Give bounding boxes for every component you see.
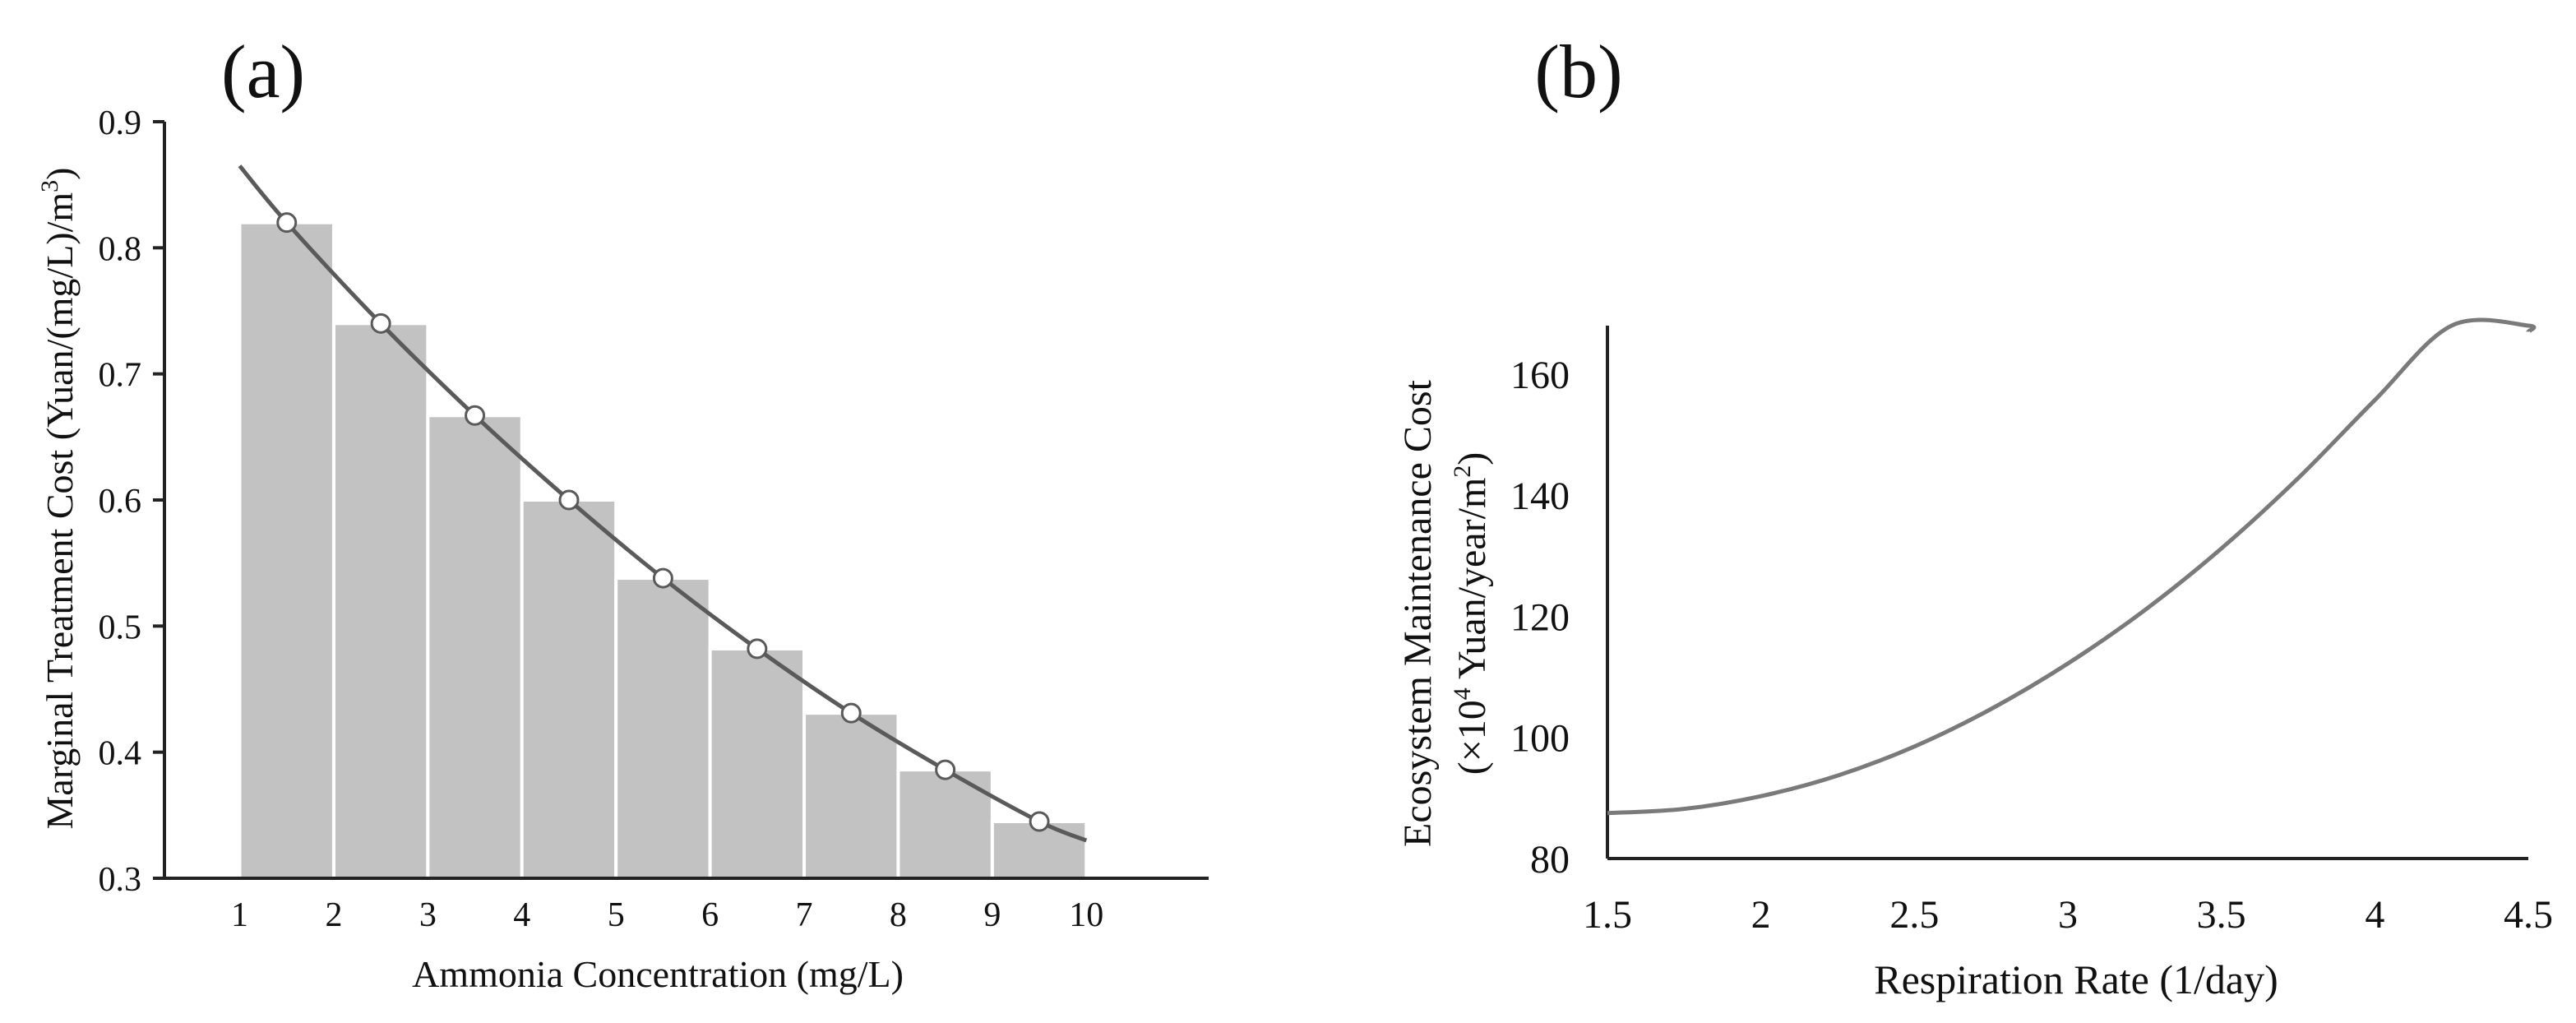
- bar-7: [802, 711, 900, 881]
- chart-b-axes: [1606, 326, 2528, 860]
- chart-b-y-axis-label-line1: Ecosystem Maintenance Cost: [1396, 379, 1440, 847]
- chart-b-y-ticks: 80 100 120 140 160: [1510, 354, 1570, 882]
- chart-a-panel-label: (a): [221, 30, 305, 113]
- chart-a-x-axis-label: Ammonia Concentration (mg/L): [412, 953, 904, 995]
- x-tick-label: 6: [701, 896, 719, 934]
- x-tick-label: 5: [608, 896, 625, 934]
- x-tick-label: 1: [231, 896, 248, 934]
- y-tick-label: 0.3: [99, 861, 142, 899]
- chart-b-panel-label: (b): [1534, 30, 1622, 113]
- y-tick-label: 80: [1530, 838, 1570, 882]
- bar-8: [896, 768, 994, 881]
- x-tick-label: 3.5: [2197, 893, 2246, 937]
- y-tick-label: 0.8: [99, 230, 142, 268]
- x-tick-label: 4: [513, 896, 530, 934]
- y-tick-label: 0.7: [99, 357, 142, 395]
- chart-b: (b) 80 100 120 140 160 1.5 2 2.5 3 3.5 4 4.5 Respi…: [1396, 30, 2553, 1002]
- bar-5: [614, 576, 712, 880]
- y-tick-label: 120: [1510, 595, 1570, 639]
- chart-a: (a) 0.3 0.4 0.5 0.6 0.7 0.8 0.9 1 2 3 4 5 6 7 8 9 10 Am…: [36, 30, 1209, 995]
- y-tick-label: 0.4: [99, 735, 142, 773]
- x-tick-label: 3: [419, 896, 437, 934]
- series-line-cost: [1607, 317, 2537, 816]
- bar-4: [520, 498, 618, 880]
- chart-b-x-axis-label: Respiration Rate (1/day): [1874, 956, 2278, 1002]
- bar-1: [238, 220, 335, 880]
- x-tick-label: 10: [1069, 896, 1103, 934]
- chart-a-y-axis-label: Marginal Treatment Cost (Yuan/(mg/L)/m3): [36, 167, 81, 829]
- marker-3: [465, 405, 486, 426]
- y-tick-label: 160: [1510, 354, 1570, 397]
- marker-6: [747, 638, 768, 660]
- chart-a-y-ticks: 0.3 0.4 0.5 0.6 0.7 0.8 0.9: [99, 104, 164, 899]
- marker-9: [1029, 811, 1050, 832]
- x-tick-label: 7: [796, 896, 813, 934]
- x-tick-label: 8: [890, 896, 907, 934]
- bar-2: [331, 322, 430, 881]
- x-tick-label: 1.5: [1583, 893, 1632, 937]
- y-tick-label: 0.6: [99, 483, 142, 521]
- bar-3: [426, 414, 524, 880]
- x-tick-label: 2.5: [1889, 893, 1939, 937]
- marker-7: [840, 702, 862, 724]
- y-tick-label: 140: [1510, 474, 1570, 518]
- chart-b-x-ticks: 1.5 2 2.5 3 3.5 4 4.5: [1583, 893, 2553, 937]
- y-tick-label: 100: [1510, 717, 1570, 761]
- x-tick-label: 3: [2058, 893, 2078, 937]
- x-tick-label: 4.5: [2504, 893, 2553, 937]
- y-tick-label: 0.5: [99, 609, 142, 646]
- marker-2: [370, 312, 391, 334]
- x-tick-label: 4: [2365, 893, 2384, 937]
- chart-b-series-line: [1607, 317, 2537, 816]
- chart-a-x-ticks: 1 2 3 4 5 6 7 8 9 10: [231, 896, 1103, 934]
- chart-b-y-axis-label-line2: (×104 Yuan/year/m2): [1449, 452, 1494, 775]
- marker-5: [652, 567, 673, 589]
- x-tick-label: 2: [1751, 893, 1771, 937]
- chart-a-markers: [276, 212, 1050, 832]
- x-tick-label: 2: [325, 896, 342, 934]
- marker-8: [935, 759, 956, 780]
- bar-6: [708, 646, 807, 881]
- marker-1: [276, 212, 298, 234]
- x-tick-label: 9: [983, 896, 1001, 934]
- marker-4: [558, 489, 580, 511]
- y-tick-label: 0.9: [99, 104, 142, 142]
